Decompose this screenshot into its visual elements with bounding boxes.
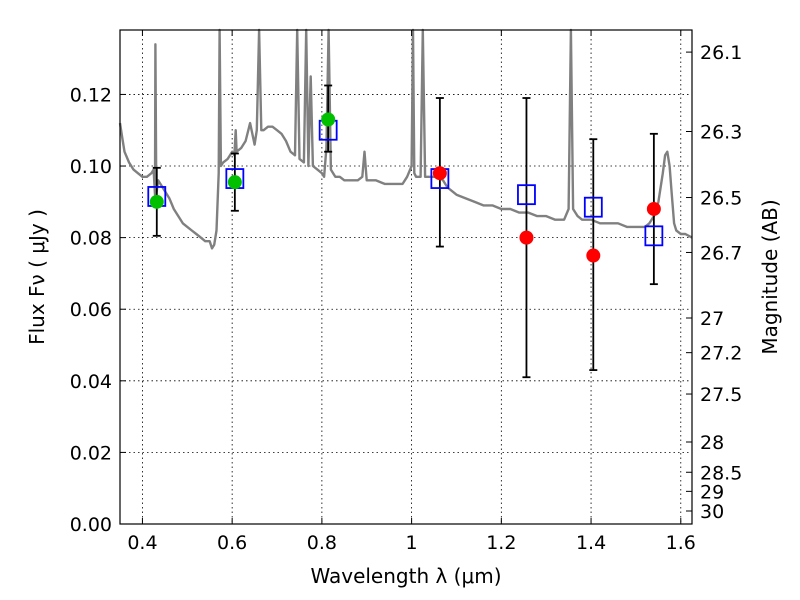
x-tick-label: 1 <box>406 532 418 554</box>
observed-flux-point <box>646 201 661 216</box>
mag-tick-label: 26.7 <box>700 242 742 264</box>
mag-tick-label: 26.3 <box>700 121 742 143</box>
mag-tick-label: 26.5 <box>700 188 742 210</box>
mag-tick-label: 28 <box>700 432 724 454</box>
mag-tick-label: 27 <box>700 308 724 330</box>
model-photometry-square <box>644 225 664 247</box>
model-sed-line <box>118 28 693 250</box>
mag-tick-label: 27.2 <box>700 343 742 365</box>
grid-lines <box>120 30 692 525</box>
x-tick-label: 1.2 <box>486 532 516 554</box>
x-tick-label: 1.6 <box>666 532 696 554</box>
x-tick-label: 0.8 <box>307 532 337 554</box>
mag-tick-label: 30 <box>700 501 724 523</box>
observed-flux-point <box>321 112 336 127</box>
observed-flux-point <box>519 230 534 245</box>
y-tick-label: 0.08 <box>70 228 112 250</box>
axis-ticks: 0.4 0.6 0.8 1 1.2 1.4 1.6 0.00 0.02 0.04 0.06 0.08 0… <box>70 30 742 554</box>
y2-axis-title: Magnitude (AB) <box>758 199 782 354</box>
mag-tick-label: 27.5 <box>700 384 742 406</box>
model-photometry-square <box>517 184 536 206</box>
mag-tick-label: 29 <box>700 481 724 503</box>
observed-flux-point <box>432 166 447 181</box>
y-tick-label: 0.10 <box>70 156 112 178</box>
x-tick-label: 0.4 <box>127 532 157 554</box>
x-tick-label: 0.6 <box>217 532 247 554</box>
plot-frame <box>119 29 693 525</box>
observed-flux-point <box>227 175 242 190</box>
y-tick-label: 0.04 <box>70 371 112 393</box>
x-axis-title: Wavelength λ (μm) <box>310 564 501 588</box>
x-tick-label: 1.4 <box>576 532 606 554</box>
mag-tick-label: 26.1 <box>700 42 742 64</box>
y-axis-title: Flux Fν ( μJy ) <box>25 209 49 345</box>
y-tick-label: 0.06 <box>70 299 112 321</box>
mag-tick-label: 28.5 <box>700 462 742 484</box>
model-photometry-square <box>583 196 603 218</box>
plot-area <box>118 28 693 379</box>
y-tick-label: 0.12 <box>70 84 112 106</box>
observed-flux-point <box>149 194 164 209</box>
y-tick-label: 0.02 <box>70 442 112 464</box>
observed-flux-point <box>586 248 601 263</box>
y-tick-label: 0.00 <box>70 514 112 536</box>
